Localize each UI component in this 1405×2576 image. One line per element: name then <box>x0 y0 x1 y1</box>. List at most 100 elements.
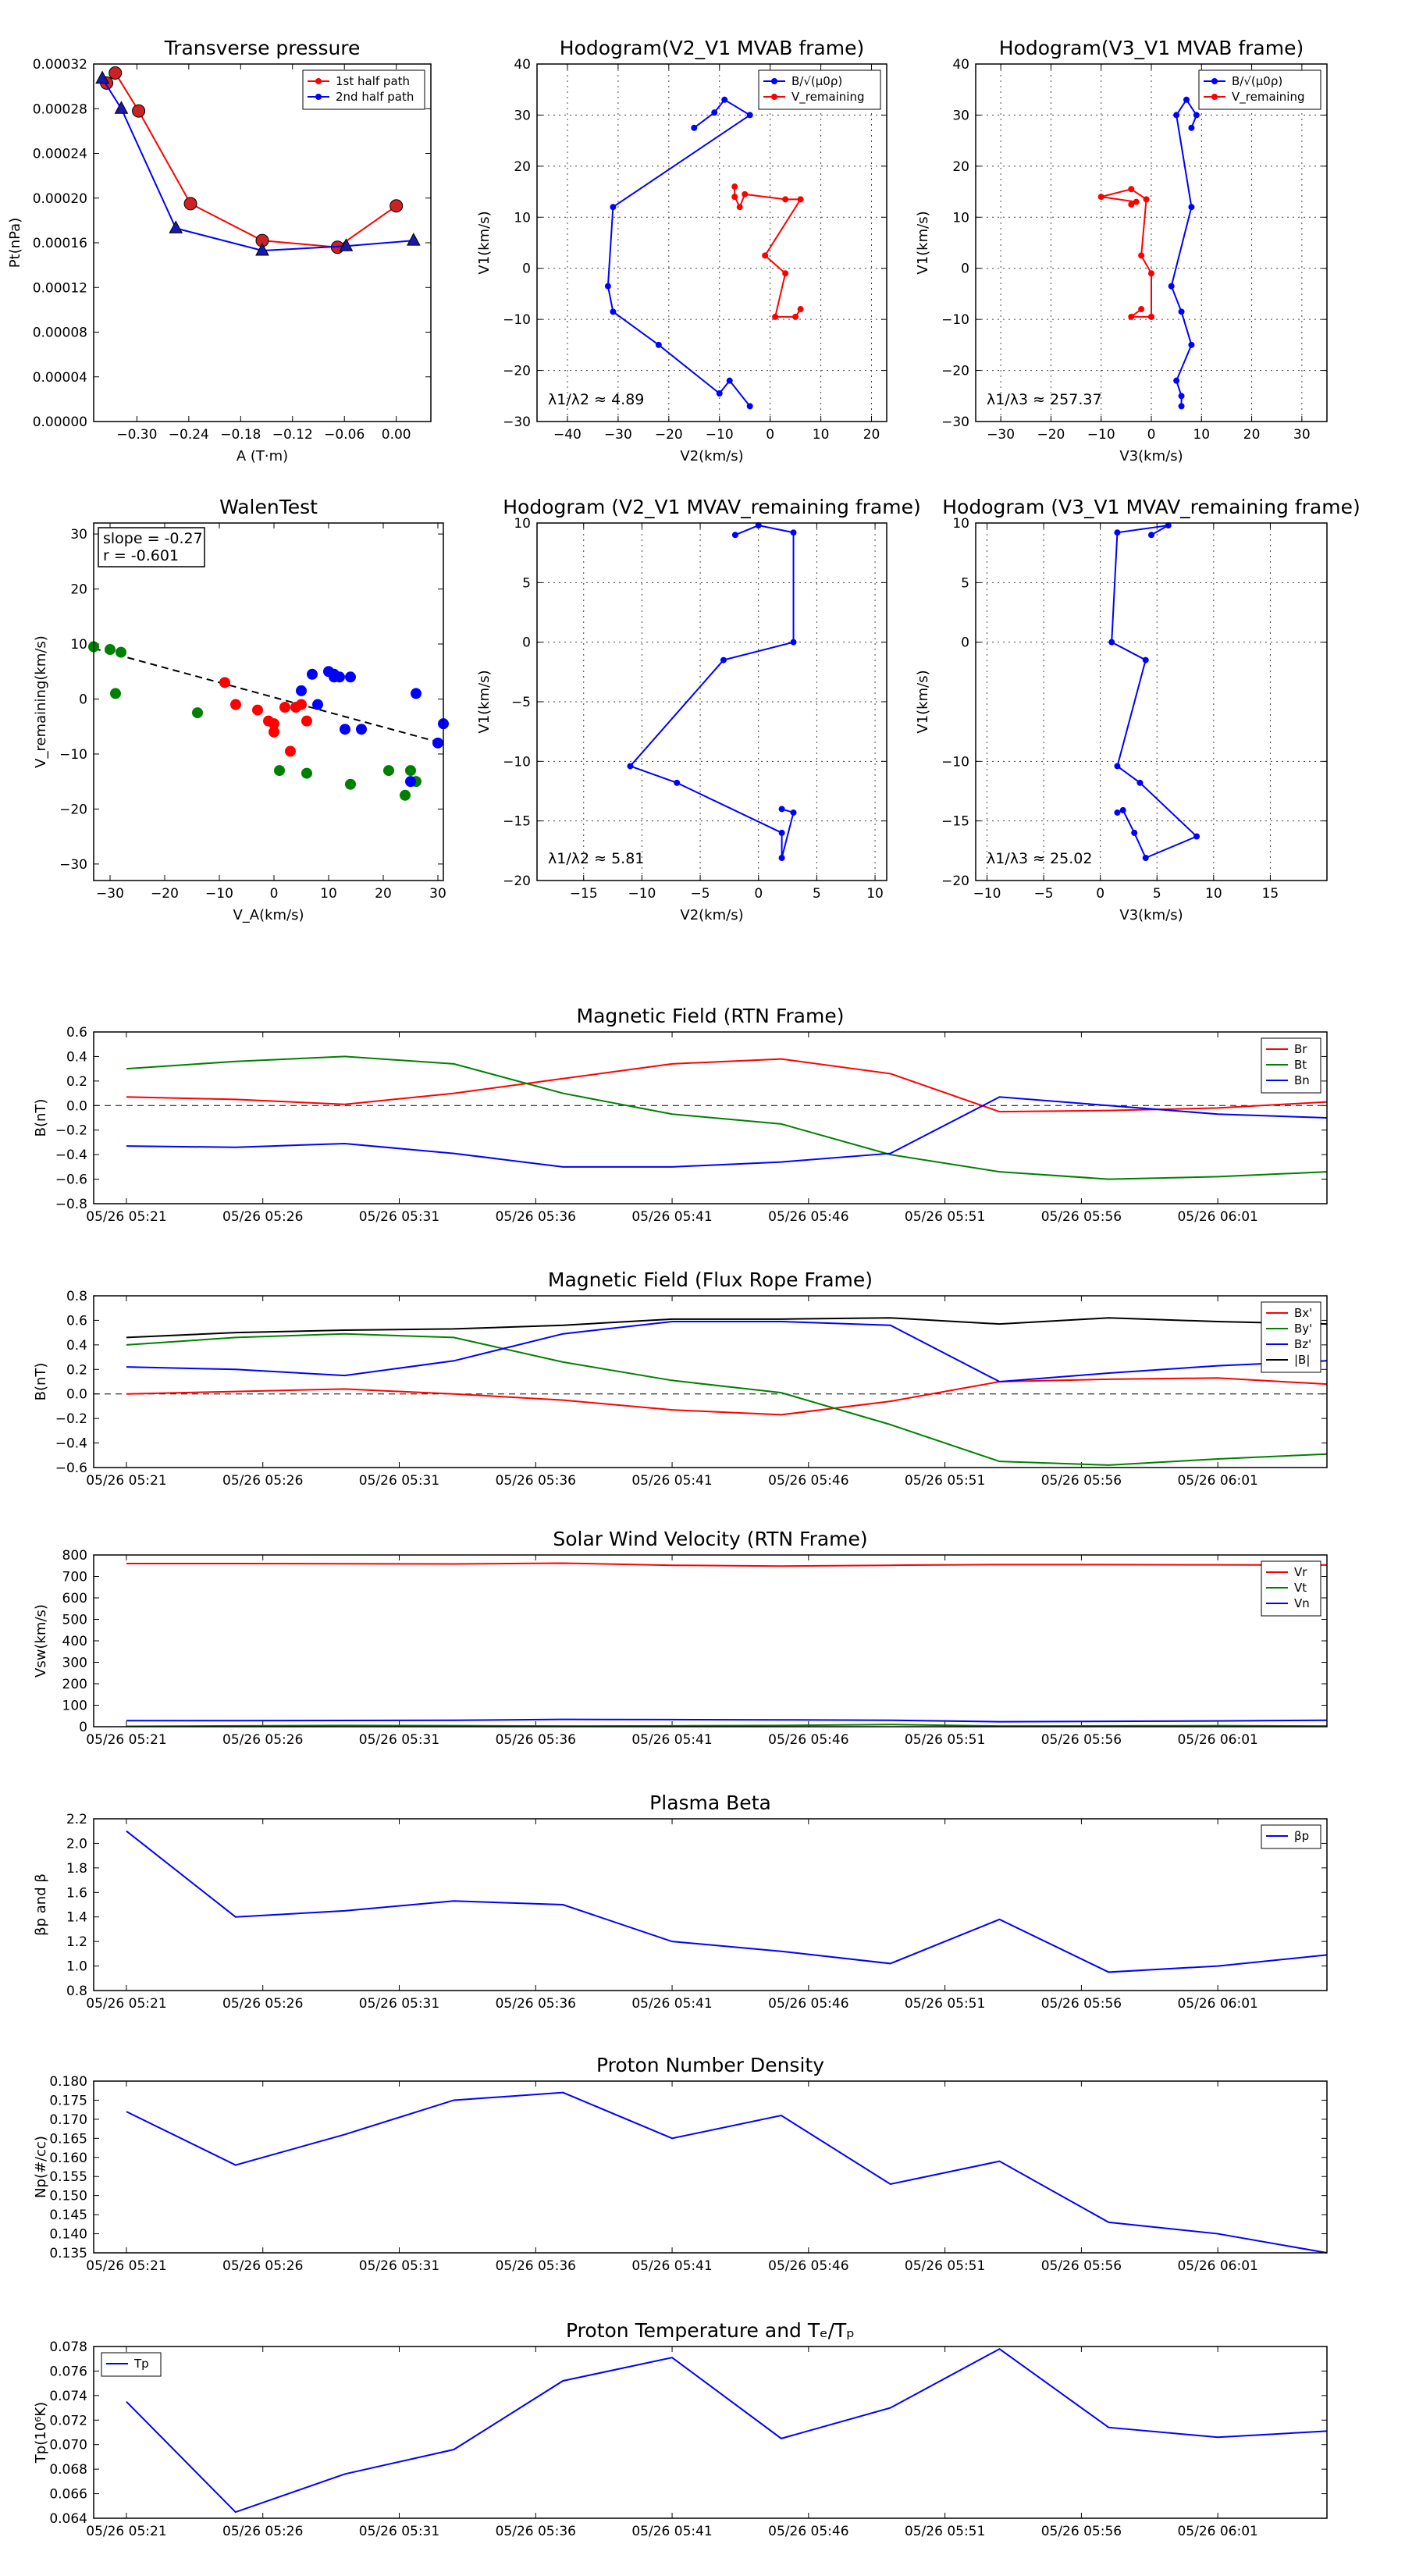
legend-label: 2nd half path <box>336 90 414 104</box>
x-tick-label: 05/26 05:31 <box>359 2524 439 2539</box>
x-tick-label: 05/26 05:26 <box>222 2524 303 2539</box>
data-point <box>411 688 422 699</box>
data-point <box>1114 529 1121 536</box>
x-tick-label: 05/26 05:31 <box>359 1473 439 1489</box>
x-tick-label: 05/26 05:51 <box>905 1732 985 1748</box>
data-point <box>610 308 617 315</box>
y-tick-label: 800 <box>62 1548 87 1564</box>
data-point <box>1178 308 1185 315</box>
chart-title: Magnetic Field (Flux Rope Frame) <box>548 1268 873 1291</box>
legend-marker <box>1211 94 1218 100</box>
data-point <box>792 313 799 320</box>
x-tick-label: 05/26 05:26 <box>222 2258 303 2274</box>
data-point <box>731 183 738 190</box>
y-tick-label: 1.2 <box>66 1934 87 1950</box>
data-point <box>1193 833 1200 840</box>
data-point <box>1142 656 1149 664</box>
y-tick-label: 20 <box>952 159 969 175</box>
y-tick-label: 0.180 <box>49 2074 87 2090</box>
chart-h3: Hodogram (V2_V1 MVAV_remaining frame) −15… <box>476 496 921 923</box>
y-tick-label: 700 <box>62 1570 87 1585</box>
chart-h4: Hodogram (V3_V1 MVAV_remaining frame) −10… <box>915 496 1361 923</box>
data-point <box>746 112 753 119</box>
y-tick-label: 10 <box>70 637 87 653</box>
plot-frame <box>93 1554 1328 1727</box>
chart-title: Hodogram(V2_V1 MVAB frame) <box>560 37 864 59</box>
x-tick-label: 20 <box>863 427 880 443</box>
x-tick-label: 05/26 05:36 <box>496 1473 576 1489</box>
data-point <box>797 306 804 313</box>
plot-frame <box>975 522 1328 881</box>
y-axis-label: B(nT) <box>33 1099 49 1137</box>
series-line-By' <box>126 1332 1328 1466</box>
data-point <box>1168 283 1175 290</box>
x-tick-label: 05/26 05:41 <box>631 1732 712 1748</box>
y-tick-label: 40 <box>952 57 969 73</box>
data-point <box>407 233 421 246</box>
x-tick-label: −0.06 <box>324 427 365 443</box>
y-tick-label: −20 <box>59 802 87 817</box>
legend-marker <box>1211 78 1218 84</box>
plot-area <box>976 523 1327 881</box>
x-tick-label: 05/26 05:56 <box>1041 1209 1122 1225</box>
series-line-Vr <box>126 1562 1328 1567</box>
y-tick-label: 5 <box>522 575 531 591</box>
y-tick-label: 400 <box>62 1634 87 1649</box>
data-point <box>356 724 367 735</box>
plot-frame <box>536 63 887 422</box>
y-tick-label: 0.6 <box>66 1025 87 1041</box>
plot-frame <box>93 522 444 881</box>
data-point <box>132 104 146 118</box>
data-point <box>1133 198 1140 205</box>
y-tick-label: −0.6 <box>55 1461 87 1476</box>
x-tick-label: −10 <box>973 886 1001 902</box>
legend-box <box>758 69 881 110</box>
x-tick-label: −15 <box>570 886 598 902</box>
y-tick-label: 0.4 <box>66 1338 87 1354</box>
y-tick-label: −15 <box>503 814 531 830</box>
data-point <box>108 66 123 80</box>
legend-label: B/√(μ0ρ) <box>1232 74 1282 88</box>
y-tick-label: 40 <box>514 57 531 73</box>
y-tick-label: 0.00028 <box>33 101 87 117</box>
x-tick-label: 05/26 05:46 <box>768 1996 848 2012</box>
y-tick-label: 0 <box>522 635 531 651</box>
data-point <box>1136 779 1144 786</box>
data-point <box>1138 252 1145 259</box>
y-tick-label: −20 <box>503 364 531 379</box>
y-tick-label: 0.8 <box>66 1984 87 1999</box>
data-point <box>1148 270 1154 277</box>
data-point <box>610 204 617 211</box>
data-point <box>255 242 269 256</box>
x-tick-label: −20 <box>1037 427 1065 443</box>
y-tick-label: −10 <box>59 747 87 763</box>
y-tick-label: −5 <box>511 695 531 710</box>
data-point <box>1178 403 1185 410</box>
x-tick-label: 05/26 05:41 <box>631 1209 712 1225</box>
data-point <box>797 196 804 203</box>
y-tick-label: 1.8 <box>66 1861 87 1877</box>
y-tick-label: −10 <box>503 312 531 328</box>
data-point <box>1178 393 1185 400</box>
x-axis-label: V3(km/s) <box>1119 907 1183 923</box>
plot-area <box>94 1819 1327 1991</box>
x-tick-label: 0 <box>754 886 763 902</box>
y-tick-label: −0.6 <box>55 1172 87 1188</box>
data-point <box>1188 204 1195 211</box>
chart-title: Proton Temperature and Tₑ/Tₚ <box>566 2319 855 2342</box>
x-tick-label: 05/26 05:51 <box>905 2524 985 2539</box>
x-axis-label: V2(km/s) <box>680 448 743 464</box>
plot-frame <box>93 2080 1328 2254</box>
legend-box <box>302 69 425 110</box>
y-axis-label: Pt(nPa) <box>7 218 23 268</box>
data-point <box>721 96 728 103</box>
y-tick-label: 1.0 <box>66 1959 87 1975</box>
data-point <box>285 745 296 757</box>
plot-area <box>94 2347 1327 2518</box>
legend-label: Bx' <box>1294 1306 1312 1320</box>
chart-np: Proton Number Density 05/26 05:21 05/26 05… <box>33 2054 1328 2274</box>
y-tick-label: 0 <box>961 262 969 277</box>
legend: B/√(μ0ρ) V_remaining <box>758 69 881 110</box>
x-tick-label: 05/26 05:36 <box>496 2258 576 2274</box>
